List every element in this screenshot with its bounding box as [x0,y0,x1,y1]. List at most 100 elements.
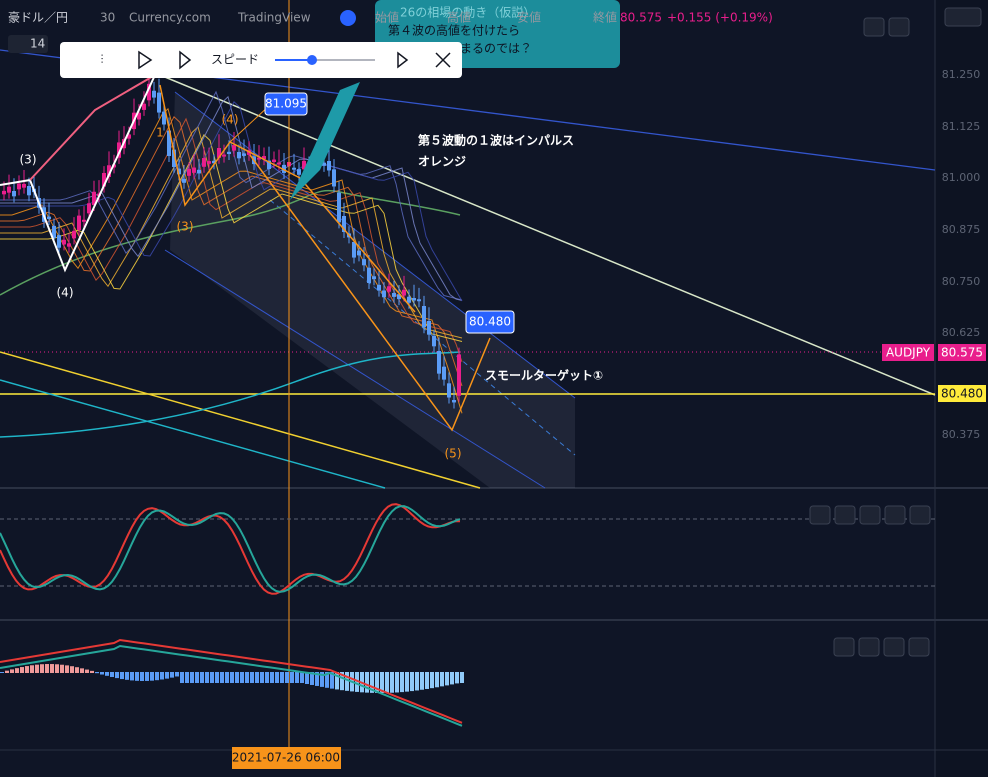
histogram-bar [180,672,184,683]
histogram-bar [385,672,389,693]
histogram-bar [125,672,129,680]
candle-body [327,161,331,171]
histogram-bar [235,672,239,683]
price-axis-label: 80.875 [942,223,981,236]
candle-body [357,250,361,256]
time-tag-value: 2021-07-26 06:00 [232,751,340,765]
price-axis: 81.250 81.125 81.000 80.875 80.750 80.625 80.3… [942,68,981,441]
time-tag [232,747,341,769]
candle-body [7,186,11,193]
candle-body [197,169,201,174]
candle-body [222,154,226,157]
indicator-count[interactable]: 14 [30,37,45,51]
histogram-bar [375,672,379,693]
histogram-bar [430,672,434,689]
candle-body [22,183,26,188]
wave-label: (4) [222,113,239,127]
candle-body [107,165,111,177]
histogram-bar [5,670,9,673]
symbol[interactable]: 豪ドル／円 [8,10,68,25]
candle-body [342,216,346,233]
candle-body [402,289,406,296]
histogram-bar [150,672,154,681]
candle-body [297,169,301,175]
candle-body [192,167,196,173]
label-pointer [229,104,271,143]
candle-body [102,172,106,187]
speed-label: スピード [211,53,259,67]
candle-body [387,286,391,292]
histogram-bar [165,672,169,679]
pane-button[interactable] [883,637,905,657]
price-axis-label: 81.125 [942,120,981,133]
histogram-bar [70,666,74,673]
indicator-toggle[interactable] [8,35,48,53]
histogram-bar [415,672,419,691]
histogram-bar [395,672,399,693]
pane-button[interactable] [859,505,881,525]
histogram-bar [420,672,424,690]
replay-indicator[interactable] [340,10,356,26]
candle-body [432,336,436,347]
histogram-bar [200,672,204,683]
histogram-bar [400,672,404,693]
pane-button[interactable] [833,637,855,657]
candle-body [377,284,381,291]
pane-button[interactable] [858,637,880,657]
step-button[interactable] [179,50,192,70]
histogram-bar [40,664,44,673]
candle-body [142,103,146,110]
pane-button[interactable] [908,637,930,657]
candle-body [257,157,261,160]
interval[interactable]: 30 [100,11,115,25]
histogram-bar [30,665,34,673]
histogram-bar [190,672,194,683]
close-button[interactable] [435,52,451,68]
speed-handle[interactable] [307,55,317,65]
histogram-bar [50,664,54,673]
pane-button[interactable] [909,505,931,525]
pane-button[interactable] [944,7,982,27]
forward-button[interactable] [397,51,409,69]
ohlc-value: 80.575 [620,11,662,25]
target-tag [938,385,986,402]
histogram-bar [280,672,284,683]
pane-button[interactable] [863,17,885,37]
histogram-bar [90,670,94,673]
candle-body [57,235,61,248]
histogram-bar [335,672,339,690]
histogram-bar [460,672,464,683]
ohlc-label: 終値 [593,10,617,25]
price-axis-label: 80.625 [942,326,981,339]
pane-button[interactable] [888,17,910,37]
candle-body [137,112,141,120]
toolbar-icon[interactable]: ⫶ [100,53,103,67]
play-button[interactable] [138,50,153,70]
moving-average [0,100,463,302]
histogram-bar [210,672,214,683]
histogram-bar [95,672,99,674]
histogram-bar [205,672,209,683]
histogram-bar [260,672,264,683]
price-label-box [465,310,515,334]
histogram-bar [310,672,314,685]
macd-line [0,644,463,727]
pane-button[interactable] [809,505,831,525]
pane-button[interactable] [884,505,906,525]
histogram-bar [300,672,304,683]
candle-body [412,298,416,301]
candle-body [12,191,16,197]
candle-body [207,161,211,164]
candle-body [372,276,376,280]
channel-line [164,249,546,489]
symbol-tag [882,344,934,361]
histogram-bar [35,664,39,673]
source: Currency.com [129,11,211,25]
candle-body [82,219,86,222]
candle-body [172,149,176,167]
moving-average [0,125,463,339]
price-axis-label: 80.750 [942,275,981,288]
pane-button[interactable] [834,505,856,525]
histogram-bar [115,672,119,679]
